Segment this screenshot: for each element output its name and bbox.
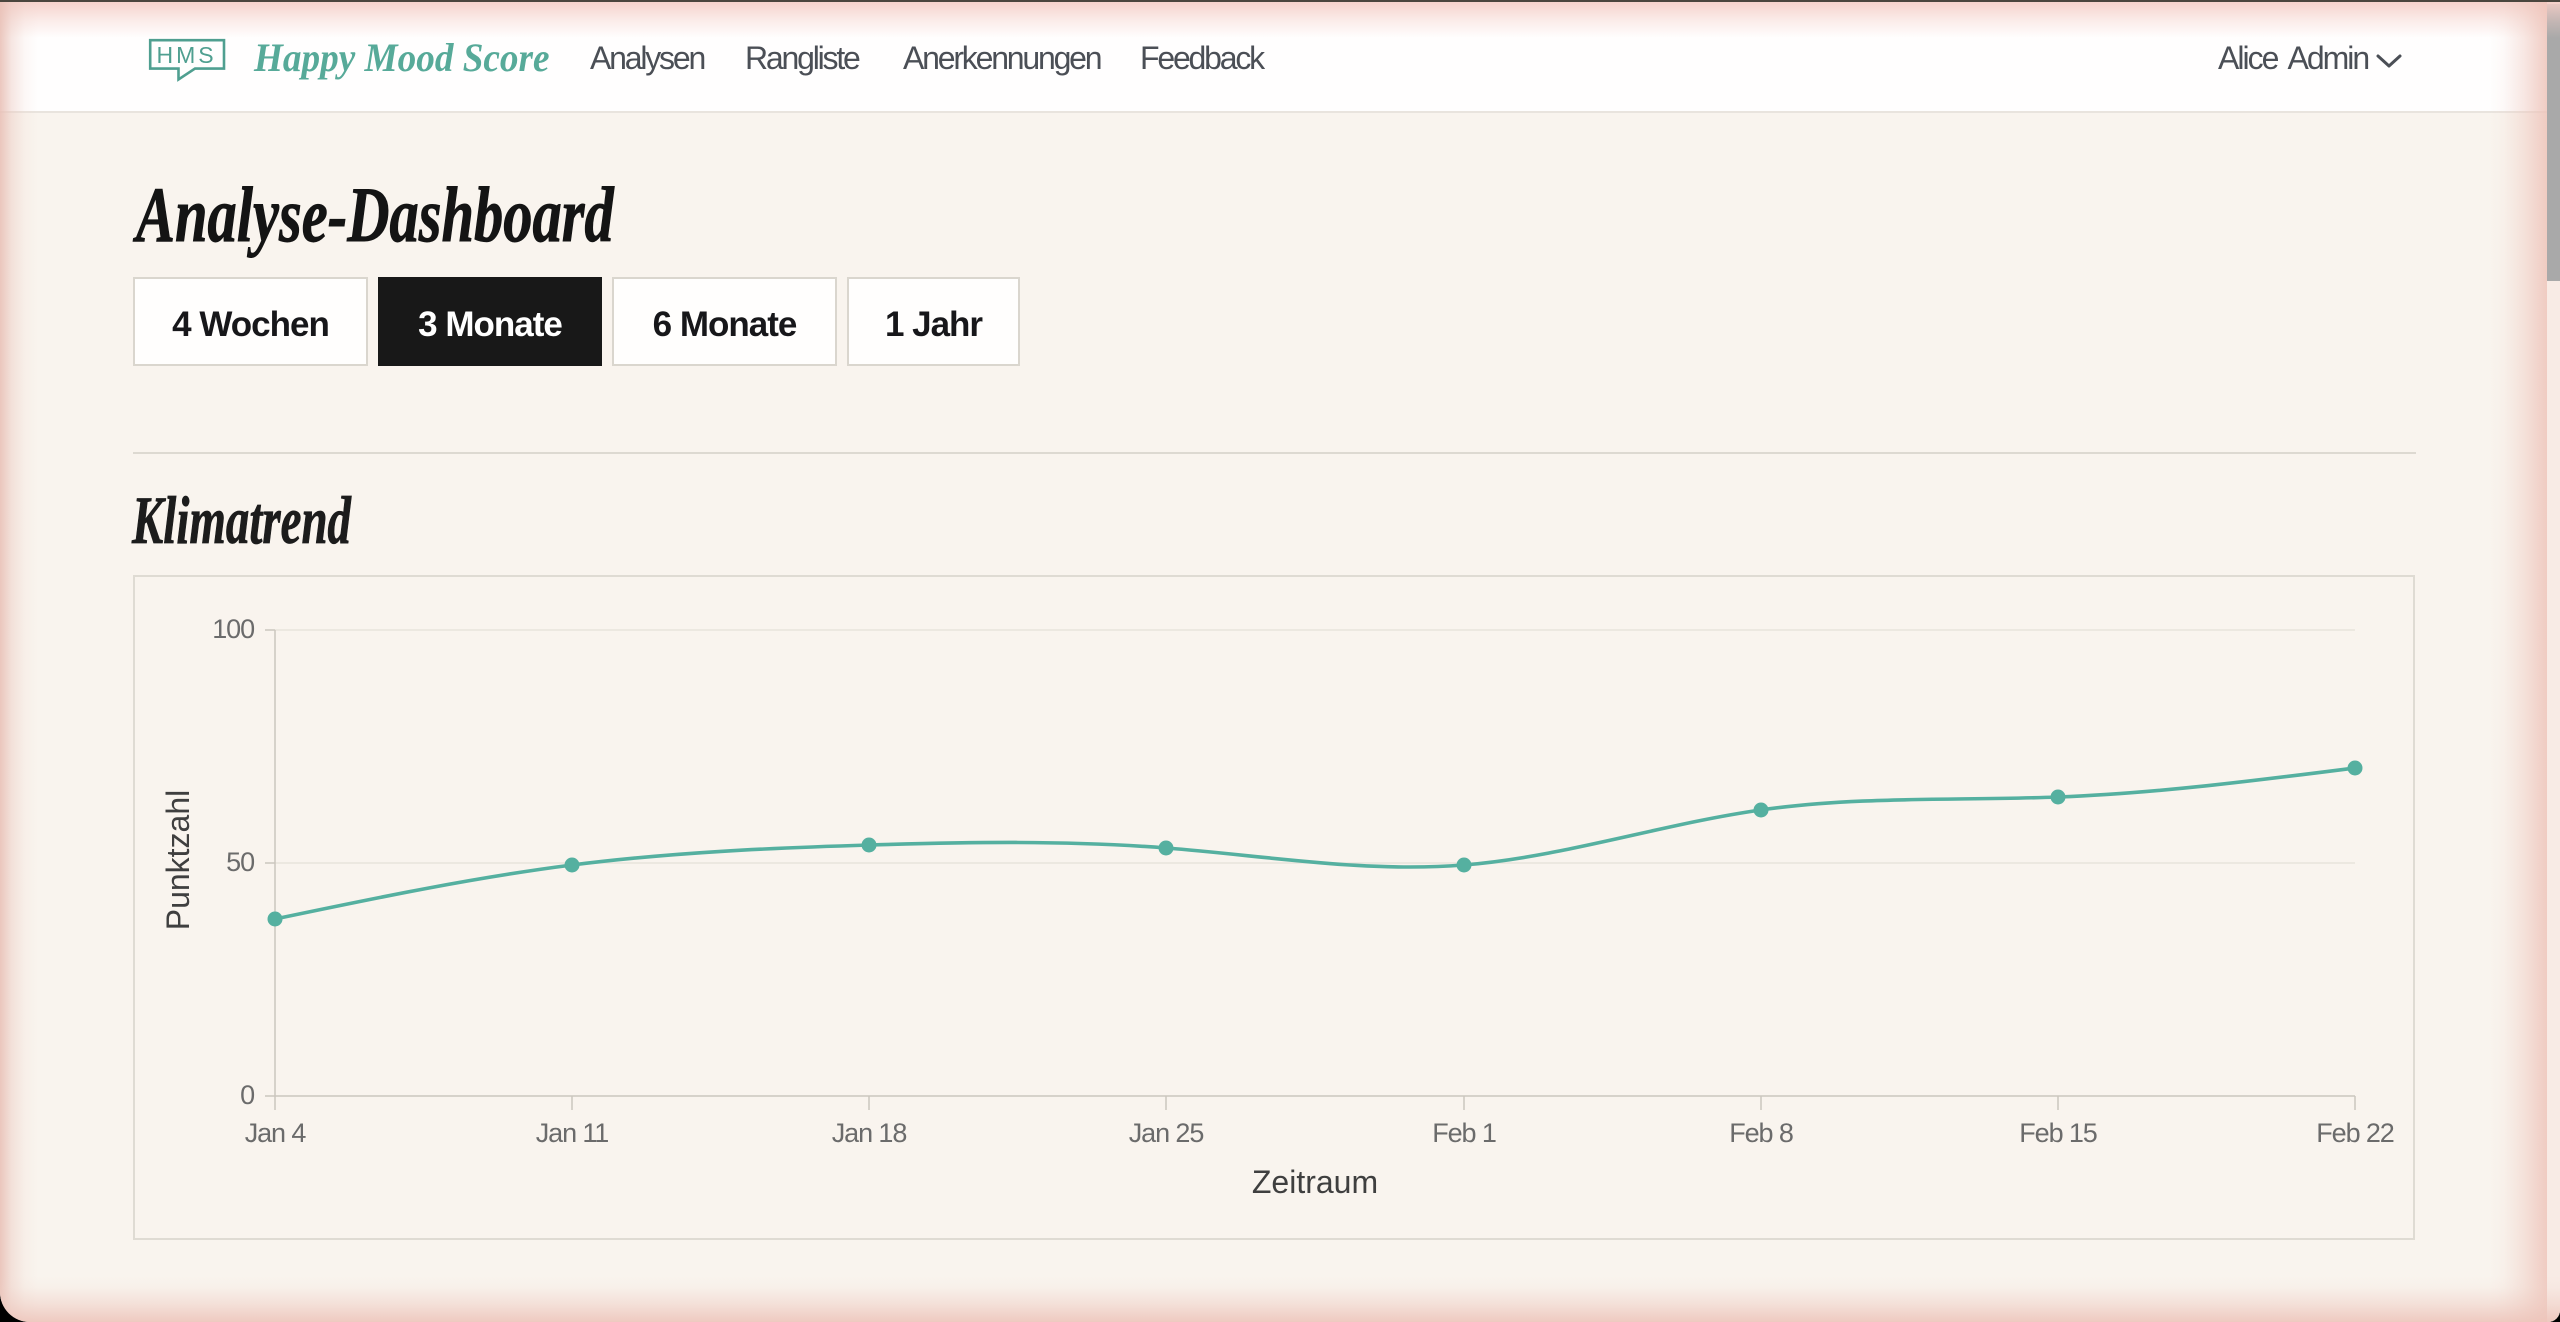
svg-text:Jan 4: Jan 4 bbox=[245, 1118, 307, 1148]
svg-text:Feb 8: Feb 8 bbox=[1729, 1118, 1793, 1148]
svg-text:HMS: HMS bbox=[157, 42, 217, 68]
svg-text:Jan 18: Jan 18 bbox=[832, 1118, 907, 1148]
svg-text:Zeitraum: Zeitraum bbox=[1252, 1164, 1378, 1200]
svg-text:Feb 22: Feb 22 bbox=[2316, 1118, 2394, 1148]
svg-text:Jan 11: Jan 11 bbox=[536, 1118, 609, 1148]
svg-text:Feb 15: Feb 15 bbox=[2019, 1118, 2097, 1148]
svg-text:50: 50 bbox=[226, 847, 254, 877]
svg-text:Punktzahl: Punktzahl bbox=[160, 790, 196, 931]
svg-text:Jan 25: Jan 25 bbox=[1129, 1118, 1204, 1148]
svg-text:Feb 1: Feb 1 bbox=[1432, 1118, 1496, 1148]
svg-text:0: 0 bbox=[240, 1080, 254, 1110]
svg-text:100: 100 bbox=[212, 614, 254, 644]
